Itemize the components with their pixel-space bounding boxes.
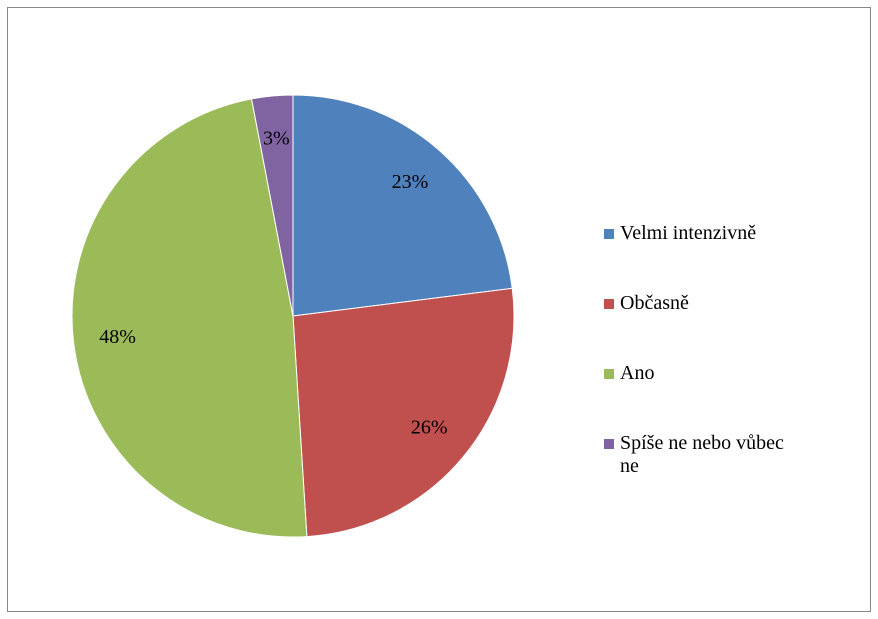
legend-label: Občasně bbox=[620, 292, 689, 314]
data-label: 3% bbox=[263, 128, 290, 150]
pie-slice bbox=[71, 98, 308, 538]
pie-slice bbox=[251, 94, 294, 317]
data-label: 48% bbox=[99, 326, 136, 348]
legend-label: Ano bbox=[620, 362, 655, 384]
legend-item: Občasně bbox=[604, 292, 804, 362]
legend-swatch bbox=[604, 229, 614, 239]
legend-label: Spíše ne nebo vůbec ne bbox=[620, 432, 784, 477]
legend-item: Velmi intenzivně bbox=[604, 222, 804, 292]
legend-swatch bbox=[604, 299, 614, 309]
legend: Velmi intenzivně Občasně Ano Spíše ne nebo … bbox=[604, 222, 804, 502]
data-label: 23% bbox=[392, 171, 429, 193]
legend-swatch bbox=[604, 439, 614, 449]
legend-swatch bbox=[604, 369, 614, 379]
pie-slice bbox=[292, 94, 513, 317]
data-label: 26% bbox=[411, 416, 448, 438]
legend-item: Ano bbox=[604, 362, 804, 432]
legend-item: Spíše ne nebo vůbec ne bbox=[604, 432, 804, 502]
legend-label: Velmi intenzivně bbox=[620, 222, 757, 244]
pie-slice bbox=[292, 287, 515, 538]
